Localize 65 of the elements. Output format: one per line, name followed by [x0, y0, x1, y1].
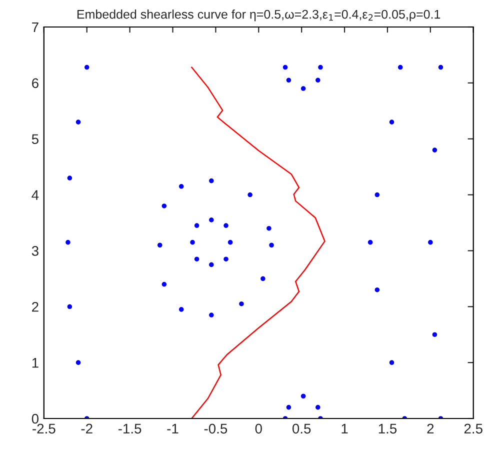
x-tick-label: -2.5 [32, 424, 56, 434]
point [374, 192, 380, 198]
point [194, 256, 200, 262]
point [228, 240, 233, 245]
point [438, 64, 444, 70]
point [224, 223, 228, 228]
line-series [191, 66, 326, 418]
point [84, 64, 90, 70]
point [300, 394, 306, 399]
point [316, 78, 320, 83]
point [368, 240, 373, 245]
point [209, 178, 214, 184]
point [286, 404, 292, 410]
point [209, 312, 214, 318]
point [157, 242, 162, 248]
point [209, 218, 214, 222]
x-tick-label: 1 [342, 424, 348, 434]
y-tick-label: 2 [32, 302, 38, 312]
point [224, 256, 228, 262]
point [67, 304, 72, 310]
point [286, 78, 292, 83]
point [260, 276, 266, 282]
point [209, 262, 214, 268]
point [162, 282, 167, 287]
point [239, 301, 244, 306]
point [428, 240, 433, 245]
point [318, 64, 323, 70]
point [432, 332, 438, 338]
point [190, 240, 195, 245]
x-tick-label: 0 [255, 424, 262, 434]
y-tick-label: 0 [32, 414, 39, 424]
point [67, 176, 72, 180]
y-tick-label: 4 [32, 190, 39, 200]
chart-title: Embedded shearless curve for η=0.5,ω=2.3,ε$_{1}$=0.4,ε$_{2}$=0.05,ρ=0.1 [77, 10, 440, 22]
point [76, 360, 81, 365]
point [389, 120, 394, 124]
point [266, 226, 272, 231]
x-tick-label: 1.5 [378, 424, 397, 434]
point [194, 223, 200, 228]
point [162, 204, 167, 208]
point [269, 242, 274, 248]
point [66, 240, 70, 245]
y-tick-label: 1 [32, 358, 38, 368]
point [248, 192, 252, 198]
point [300, 86, 306, 91]
point [432, 148, 438, 152]
x-tick-label: 2.5 [464, 424, 482, 434]
y-tick-label: 6 [32, 78, 38, 88]
x-tick-label: 0.5 [292, 424, 311, 434]
y-tick-label: 3 [32, 246, 38, 256]
point [178, 307, 184, 312]
x-tick-label: -0.5 [204, 424, 228, 434]
x-tick-label: 2 [427, 424, 434, 434]
x-tick-label: -1.5 [118, 424, 142, 434]
point [316, 404, 320, 410]
point [398, 64, 403, 70]
point [76, 120, 81, 124]
point [389, 360, 394, 365]
point [178, 184, 184, 189]
x-tick-label: -2 [81, 424, 92, 434]
y-tick-label: 7 [32, 22, 38, 32]
point [374, 287, 380, 292]
y-tick-label: 5 [32, 134, 38, 144]
x-tick-label: -1 [167, 424, 178, 434]
point [282, 64, 288, 70]
